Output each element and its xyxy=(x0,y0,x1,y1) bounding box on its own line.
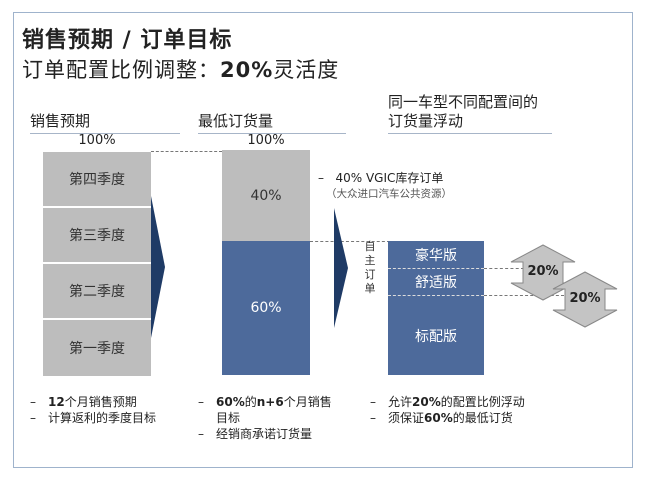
float-badge-bottom-icon xyxy=(552,271,618,328)
quarter-4: 第四季度 xyxy=(43,152,151,207)
arrow-right-icon-2 xyxy=(334,208,348,328)
sales-header: 销售预期 xyxy=(30,110,180,134)
float-value-top: 20% xyxy=(527,264,559,279)
version-standard: 标配版 xyxy=(388,295,484,375)
quarter-2: 第二季度 xyxy=(43,264,151,319)
mid-connector xyxy=(310,241,390,242)
sales-bullets: –12个月销售预期 – 计算返利的季度目标 xyxy=(30,395,157,425)
sales-total: 100% xyxy=(78,133,116,148)
version-comfort: 舒适版 xyxy=(388,268,484,295)
version-deluxe: 豪华版 xyxy=(388,241,484,268)
float-value-bottom: 20% xyxy=(569,291,601,306)
quarter-1: 第一季度 xyxy=(43,320,151,376)
comfort-connector xyxy=(484,295,564,296)
vgic-subnote: （大众进口汽车公共资源） xyxy=(326,188,452,200)
variants-header: 同一车型不同配置间的 订货量浮动 xyxy=(388,93,552,134)
deluxe-connector xyxy=(484,268,524,269)
top-connector xyxy=(151,151,222,152)
vgic-segment: 40% xyxy=(222,150,310,241)
quarter-3: 第三季度 xyxy=(43,208,151,263)
self-order-segment: 60% xyxy=(222,241,310,375)
self-order-label: 自主订单 xyxy=(364,240,376,295)
variant-bullets: – 允许20%的配置比例浮动 – 须保证60%的最低订货 xyxy=(370,395,525,425)
slide-frame xyxy=(13,12,633,468)
min-order-bullets: –60%的n+6个月销售 目标 – 经销商承诺订货量 xyxy=(198,395,332,441)
vgic-note: – 40% VGIC库存订单 xyxy=(318,171,444,185)
slide-subtitle: 订单配置比例调整：20%灵活度 xyxy=(22,58,340,82)
min-order-total: 100% xyxy=(247,133,285,148)
arrow-right-icon xyxy=(151,196,165,338)
slide-title: 销售预期 / 订单目标 xyxy=(22,28,233,53)
min-order-header: 最低订货量 xyxy=(198,110,346,134)
